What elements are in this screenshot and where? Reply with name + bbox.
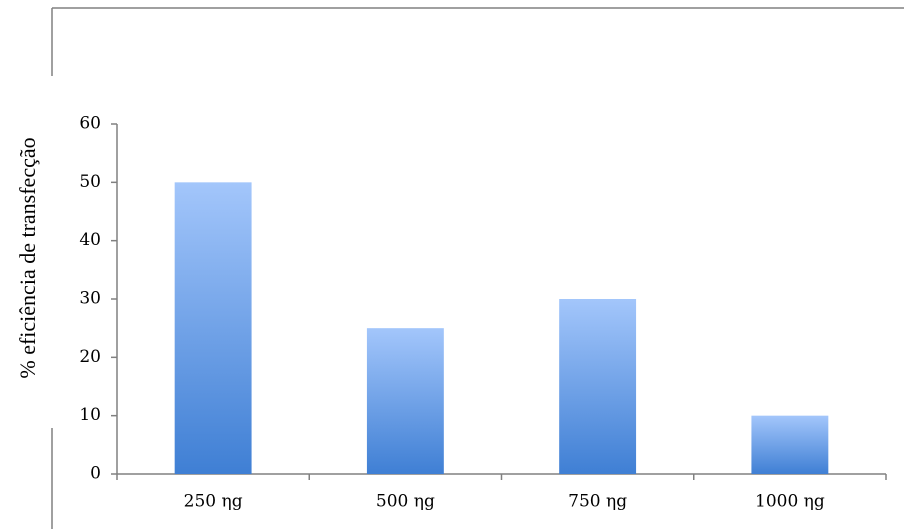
y-tick-label: 60 — [79, 114, 101, 134]
y-axis-ticks: 0 10 20 30 40 50 60 — [79, 114, 117, 484]
bar-2 — [559, 299, 637, 474]
x-tick-label: 250 ηg — [184, 492, 243, 512]
chart-frame — [51, 7, 904, 529]
y-axis-title: % eficiência de transfecção — [15, 137, 40, 378]
y-tick-label: 30 — [79, 289, 101, 309]
x-tick-label: 750 ηg — [568, 492, 627, 512]
y-tick-label: 0 — [90, 464, 101, 484]
y-tick-label: 20 — [79, 347, 101, 367]
x-axis-ticks — [116, 474, 887, 480]
x-tick-label: 1000 ηg — [755, 492, 825, 512]
y-tick-label: 10 — [79, 405, 101, 425]
bar-0 — [174, 182, 252, 475]
y-tick-label: 40 — [79, 230, 101, 250]
bar-series — [174, 182, 829, 475]
bar-3 — [751, 415, 829, 474]
bar-1 — [366, 328, 444, 474]
y-tick-label: 50 — [79, 172, 101, 192]
x-axis-labels: 250 ηg 500 ηg 750 ηg 1000 ηg — [184, 492, 825, 512]
x-tick-label: 500 ηg — [376, 492, 435, 512]
